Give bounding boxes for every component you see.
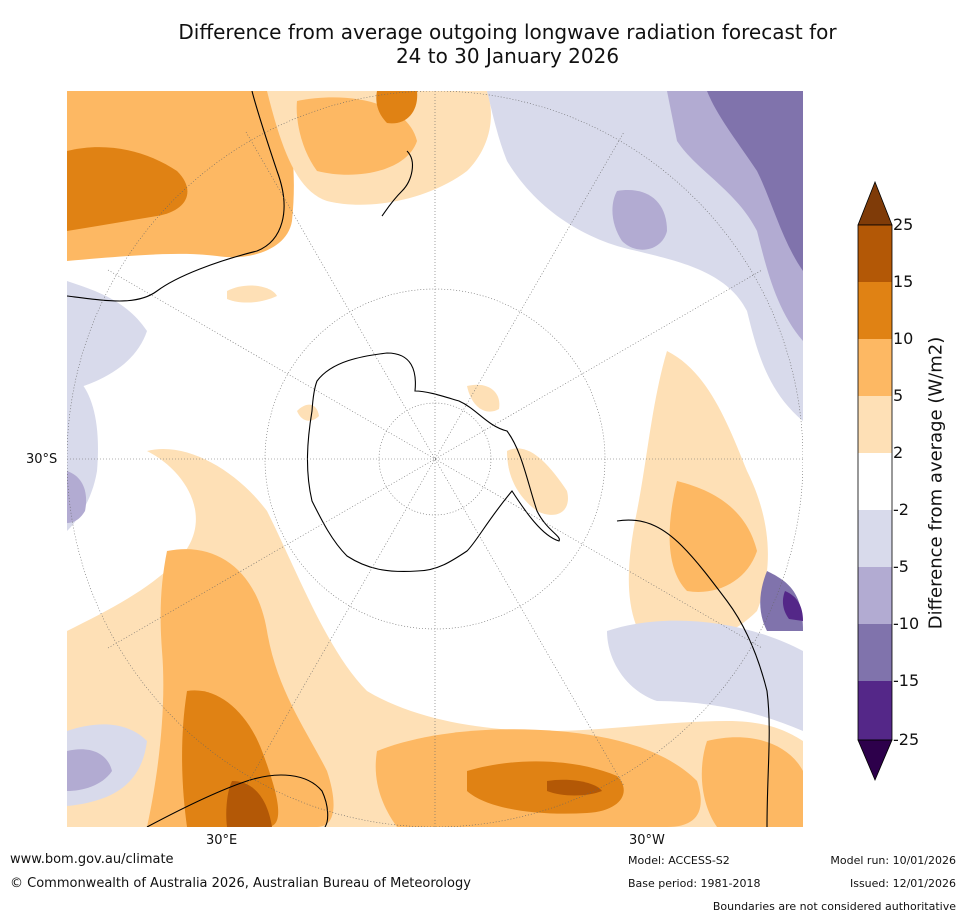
- lat-label-30s: 30°S: [26, 452, 58, 467]
- coastline-antarctica: [306, 352, 560, 572]
- chart-title: Difference from average outgoing longwav…: [60, 20, 955, 68]
- footer-model: Model: ACCESS-S2: [628, 854, 730, 867]
- colorbar-tick-m25: -25: [893, 730, 920, 749]
- colorbar-tick-2: 2: [893, 443, 904, 462]
- anomaly-patch-2: [297, 404, 319, 421]
- colorbar-tick-15: 15: [893, 272, 914, 291]
- footer-url[interactable]: www.bom.gov.au/climate: [10, 852, 174, 867]
- colorbar-tick-10: 10: [893, 329, 914, 348]
- footer-issued: Issued: 12/01/2026: [849, 877, 956, 890]
- colorbar-swatch-m5-m2: [858, 510, 892, 567]
- colorbar-tick-25: 25: [893, 215, 914, 234]
- footer-base-period: Base period: 1981-2018: [628, 877, 761, 890]
- colorbar-swatch-m10-m5: [858, 567, 892, 624]
- colorbar-swatch-m15-m10: [858, 624, 892, 681]
- colorbar-swatch-2-5: [858, 396, 892, 453]
- anomaly-patch-3: [467, 384, 500, 412]
- footer-copyright: © Commonwealth of Australia 2026, Austra…: [10, 876, 471, 891]
- anomaly-patch-4: [507, 448, 568, 515]
- colorbar-arrow-top: [857, 180, 893, 226]
- anomaly-region-pacific-north-c: [707, 91, 803, 271]
- colorbar-arrow-bottom: [857, 739, 893, 782]
- coastline-australia: [146, 774, 329, 827]
- footer-disclaimer: Boundaries are not considered authoritat…: [712, 900, 956, 913]
- anomaly-region-south-america-core: [669, 481, 757, 592]
- anomaly-patch-1: [227, 285, 277, 303]
- title-line-2: 24 to 30 January 2026: [395, 44, 620, 68]
- anomaly-region-left-neg-b: [67, 749, 112, 791]
- anomaly-region-australia-peak: [226, 781, 272, 827]
- anomaly-region-tip: [376, 91, 418, 124]
- colorbar-swatch-10-15: [858, 282, 892, 339]
- anomaly-map: [67, 91, 803, 827]
- title-line-1: Difference from average outgoing longwav…: [178, 20, 837, 44]
- lon-label-30w: 30°W: [629, 833, 665, 848]
- coastline-nz: [381, 150, 413, 217]
- colorbar-swatch-5-10: [858, 339, 892, 396]
- footer-model-run: Model run: 10/01/2026: [830, 854, 956, 867]
- coastlines: [67, 91, 770, 827]
- colorbar-swatch-m2-2: [858, 453, 892, 510]
- anomaly-region-pacific-blob: [612, 190, 667, 250]
- colorbar-frame: [857, 224, 893, 741]
- graticule: [67, 91, 803, 827]
- anomaly-region-africa-north-core: [67, 147, 188, 231]
- colorbar-tick-m10: -10: [893, 614, 920, 633]
- anomaly-region-west-neg: [67, 281, 147, 391]
- lon-label-30e: 30°E: [206, 833, 238, 848]
- anomaly-region-west-neg-c: [67, 471, 87, 523]
- colorbar-swatch-15-25: [858, 225, 892, 282]
- coastline-africa: [67, 91, 285, 302]
- colorbar-swatch-m25-m15: [858, 681, 892, 740]
- colorbar-tick-m15: -15: [893, 671, 920, 690]
- anomaly-region-pacific-south-core: [467, 761, 624, 814]
- colorbar-tick-m5: -5: [893, 557, 909, 576]
- colorbar-title: Difference from average (W/m2): [925, 336, 947, 630]
- colorbar: [857, 180, 893, 782]
- colorbar-tick-m2: -2: [893, 500, 909, 519]
- colorbar-tick-5: 5: [893, 386, 904, 405]
- coastline-south-america: [616, 519, 770, 827]
- anomaly-region-sa-east-deep: [782, 591, 803, 621]
- anomaly-region-atlantic-neg: [607, 620, 803, 731]
- anomaly-region-east-pos: [701, 737, 803, 827]
- anomaly-region-pacific-south-peak: [547, 779, 602, 796]
